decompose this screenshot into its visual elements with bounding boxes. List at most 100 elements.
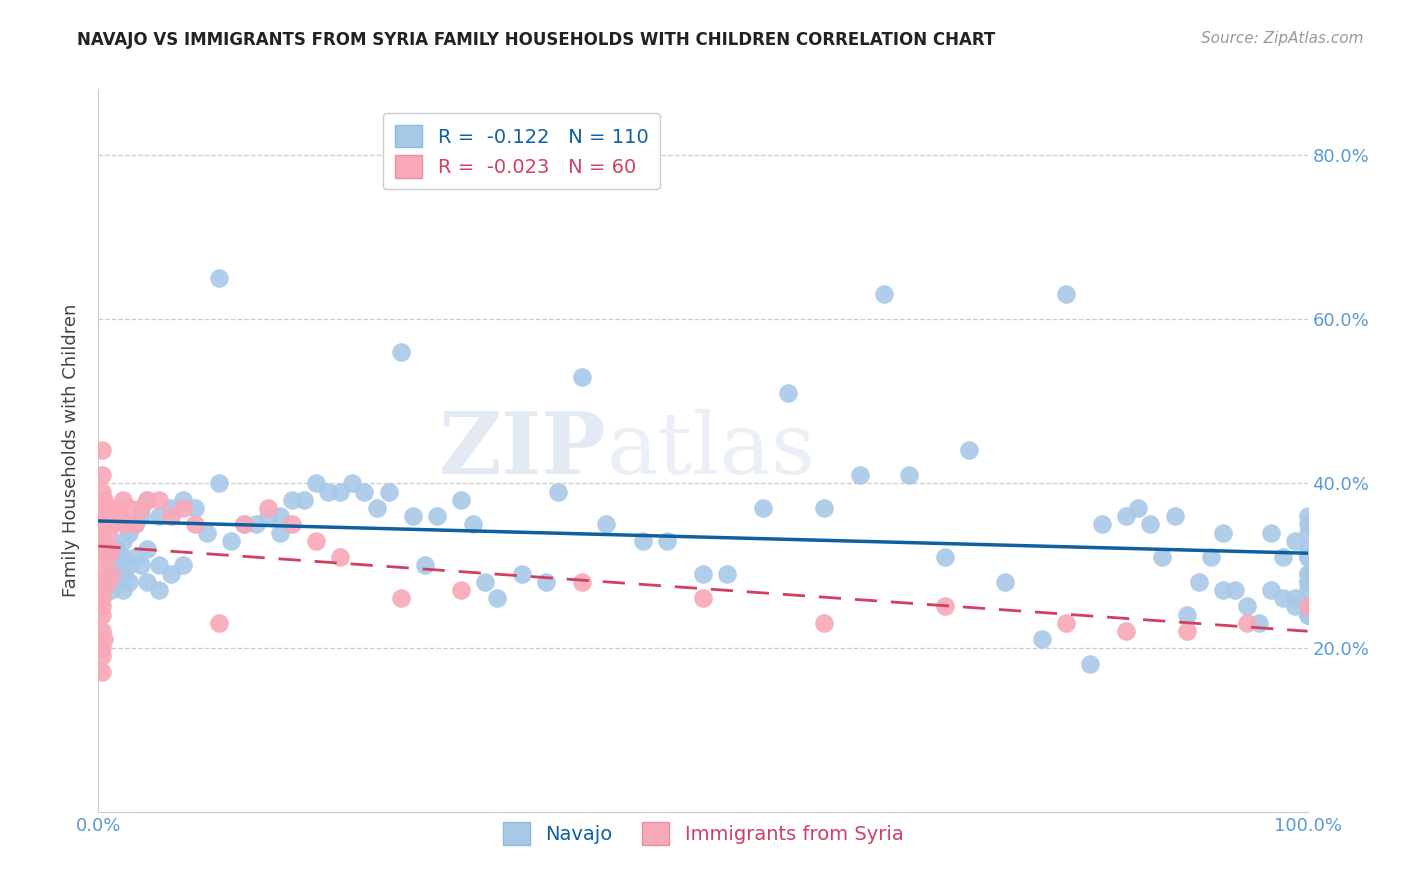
Point [129,509,152,524]
Point [118,558,141,573]
Point [329,550,352,565]
Point [97,574,120,589]
Point [1223,582,1246,597]
Point [208,615,231,630]
Point [1284,591,1306,606]
Point [135,541,157,556]
Point [91,607,114,622]
Point [91,574,114,589]
Point [118,525,141,540]
Point [813,615,835,630]
Point [1296,541,1319,556]
Point [105,500,128,515]
Point [148,492,170,507]
Point [1296,607,1319,622]
Point [91,624,114,639]
Point [1054,287,1077,301]
Point [1054,615,1077,630]
Point [1188,574,1211,589]
Point [1284,599,1306,614]
Point [100,550,122,565]
Point [692,591,714,606]
Point [1296,525,1319,540]
Point [91,591,114,606]
Point [1175,607,1198,622]
Point [534,574,557,589]
Point [100,509,122,524]
Point [1296,599,1319,614]
Point [366,500,388,515]
Point [1296,550,1319,565]
Point [934,550,956,565]
Point [1296,574,1319,589]
Point [124,517,146,532]
Legend: Navajo, Immigrants from Syria: Navajo, Immigrants from Syria [495,814,911,853]
Point [91,665,114,680]
Point [148,558,170,573]
Point [208,476,231,491]
Point [957,443,980,458]
Point [114,517,136,532]
Point [91,550,114,565]
Text: ZIP: ZIP [439,409,606,492]
Point [93,541,115,556]
Point [135,574,157,589]
Point [571,369,593,384]
Point [91,468,114,483]
Point [91,582,114,597]
Point [195,525,218,540]
Text: atlas: atlas [606,409,815,492]
Point [160,500,183,515]
Point [124,517,146,532]
Point [269,509,291,524]
Point [269,525,291,540]
Point [353,484,375,499]
Point [994,574,1017,589]
Point [716,566,738,581]
Point [1199,550,1222,565]
Point [97,500,120,515]
Point [172,558,194,573]
Text: NAVAJO VS IMMIGRANTS FROM SYRIA FAMILY HOUSEHOLDS WITH CHILDREN CORRELATION CHAR: NAVAJO VS IMMIGRANTS FROM SYRIA FAMILY H… [77,31,995,49]
Point [776,386,799,401]
Point [281,517,304,532]
Point [105,574,128,589]
Point [1031,632,1053,647]
Point [105,541,128,556]
Point [342,476,364,491]
Point [1296,566,1319,581]
Point [813,500,835,515]
Point [1236,615,1258,630]
Point [160,566,183,581]
Point [1163,509,1185,524]
Point [97,550,120,565]
Point [111,566,134,581]
Point [208,271,231,285]
Point [389,345,412,359]
Point [184,517,207,532]
Point [232,517,254,532]
Point [100,541,122,556]
Point [93,492,115,507]
Point [100,582,122,597]
Point [91,443,114,458]
Point [595,517,617,532]
Point [413,558,436,573]
Point [100,566,122,581]
Point [1272,591,1295,606]
Point [1296,509,1319,524]
Point [111,492,134,507]
Point [1128,500,1150,515]
Point [91,599,114,614]
Point [124,550,146,565]
Point [692,566,714,581]
Point [1296,582,1319,597]
Point [655,533,678,548]
Point [1212,582,1234,597]
Point [93,517,115,532]
Point [1175,624,1198,639]
Point [93,632,115,647]
Point [135,492,157,507]
Point [316,484,339,499]
Point [934,599,956,614]
